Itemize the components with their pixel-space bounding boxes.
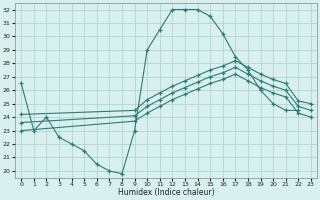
X-axis label: Humidex (Indice chaleur): Humidex (Indice chaleur): [118, 188, 214, 197]
